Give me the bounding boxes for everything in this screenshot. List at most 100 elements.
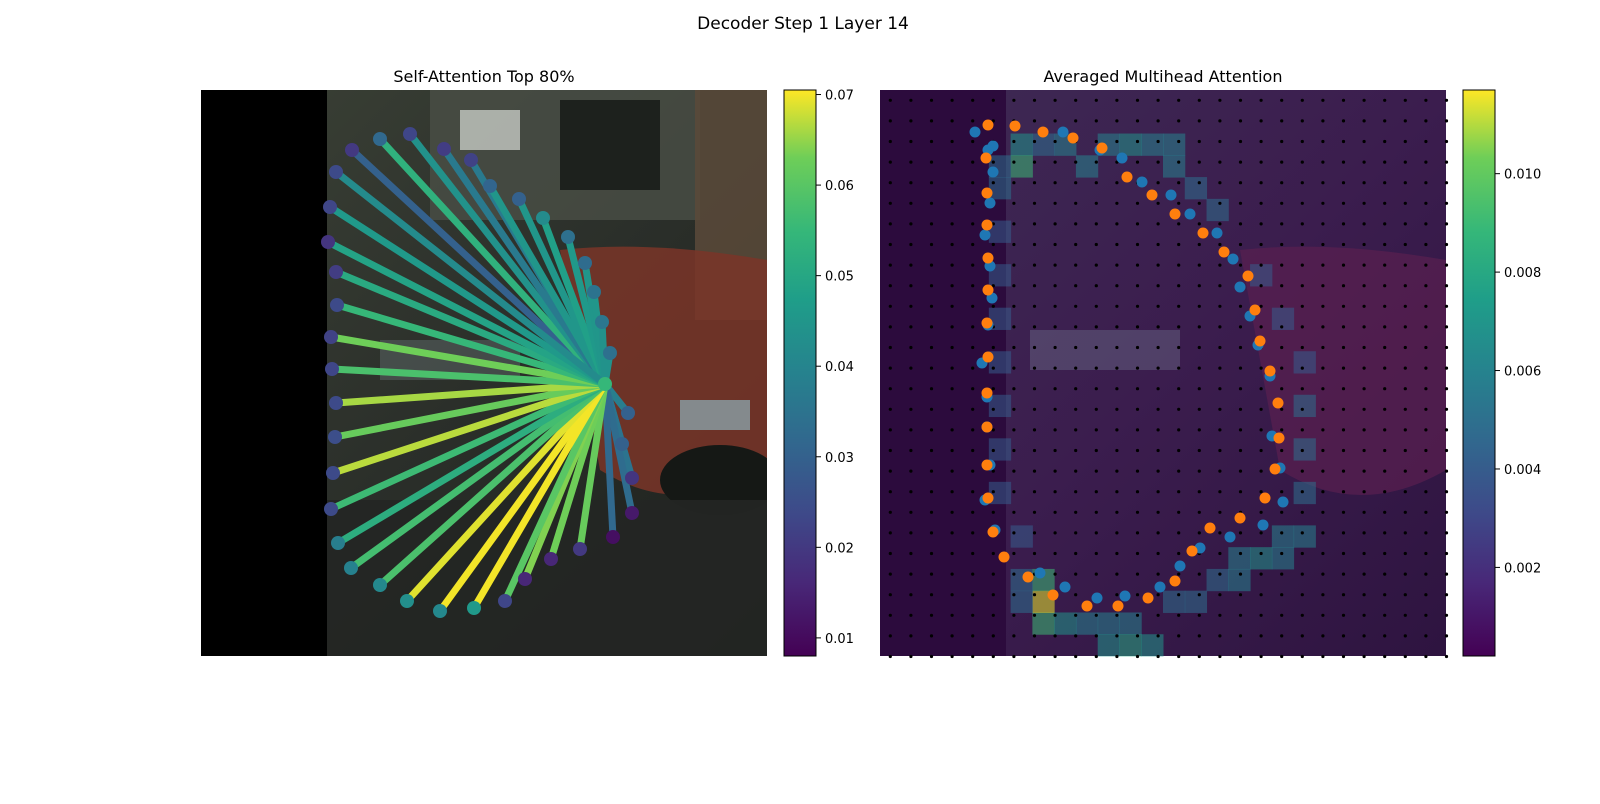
grid-dot [1012, 366, 1016, 370]
attention-point [329, 165, 343, 179]
colorbar-multihead-ticks: 0.002 0.004 0.006 0.008 0.010 [1495, 168, 1541, 576]
attention-point [330, 298, 344, 312]
grid-dot [1197, 428, 1201, 432]
grid-dot [909, 510, 913, 514]
grid-dot [1362, 139, 1366, 144]
grid-dot [950, 654, 954, 659]
grid-dot [1341, 510, 1346, 514]
heatmap-cell [988, 481, 1012, 505]
grid-dot [929, 448, 934, 453]
attention-point [373, 578, 387, 592]
grid-dot [1403, 325, 1407, 329]
grid-dot [1341, 119, 1346, 123]
grid-dot [1341, 201, 1346, 205]
grid-dot [909, 428, 913, 432]
blue-point [987, 166, 999, 178]
grid-dot [1156, 325, 1160, 329]
grid-dot [1156, 613, 1160, 617]
grid-dot [1218, 345, 1222, 350]
grid-dot [1383, 139, 1387, 144]
grid-dot [1218, 263, 1222, 267]
grid-dot [1074, 366, 1078, 370]
grid-dot [1115, 490, 1119, 494]
grid-dot [1032, 366, 1037, 370]
grid-dot [971, 654, 975, 659]
grid-dot [1259, 139, 1263, 144]
grid-dot [1238, 345, 1243, 350]
grid-dot [929, 366, 934, 370]
grid-dot [1074, 407, 1078, 411]
panel-title-self-attention: Self-Attention Top 80% [393, 67, 574, 86]
grid-dot [1197, 222, 1201, 226]
grid-dot [1177, 593, 1181, 597]
grid-dot [1053, 366, 1057, 370]
grid-dot [1197, 407, 1201, 411]
grid-dot [909, 201, 913, 205]
orange-point [981, 219, 993, 231]
grid-dot [1444, 366, 1449, 370]
grid-dot [1156, 366, 1160, 370]
grid-dot [1012, 469, 1016, 473]
grid-dot [909, 366, 913, 370]
grid-dot [1424, 551, 1428, 556]
grid-dot [1444, 387, 1449, 391]
figure-suptitle: Decoder Step 1 Layer 14 [697, 14, 909, 34]
grid-dot [1074, 263, 1078, 267]
orange-point [1254, 335, 1266, 347]
grid-dot [1156, 222, 1160, 226]
grid-dot [1197, 325, 1201, 329]
grid-dot [1053, 263, 1057, 267]
grid-dot [929, 222, 934, 226]
grid-dot [888, 634, 892, 638]
grid-dot [1238, 181, 1243, 185]
grid-dot [1259, 448, 1263, 453]
grid-dot [1197, 263, 1201, 267]
grid-dot [1259, 201, 1263, 205]
grid-dot [1321, 201, 1325, 205]
grid-dot [1362, 263, 1366, 267]
grid-dot [1012, 634, 1016, 638]
grid-dot [1321, 139, 1325, 144]
grid-dot [971, 139, 975, 144]
grid-dot [1074, 304, 1078, 308]
grid-dot [909, 242, 913, 247]
blue-point [1234, 281, 1246, 293]
grid-dot [1197, 469, 1201, 473]
grid-dot [971, 222, 975, 226]
orange-point [1096, 142, 1108, 154]
grid-dot [1238, 613, 1243, 617]
grid-dot [1218, 160, 1222, 164]
grid-dot [1341, 139, 1346, 144]
grid-dot [1341, 345, 1346, 350]
heatmap-cell [1293, 351, 1316, 374]
grid-dot [1053, 469, 1057, 473]
grid-dot [1280, 531, 1284, 535]
orange-point [982, 119, 994, 131]
orange-point [1121, 171, 1133, 183]
grid-dot [1362, 510, 1366, 514]
grid-dot [1259, 490, 1263, 494]
grid-dot [1074, 201, 1078, 205]
grid-dot [950, 551, 954, 556]
grid-dot [1177, 181, 1181, 185]
grid-dot [971, 407, 975, 411]
grid-dot [1424, 98, 1428, 102]
grid-dot [1094, 407, 1098, 411]
grid-dot [909, 407, 913, 411]
blue-point [1211, 227, 1223, 239]
attention-point [518, 572, 532, 586]
grid-dot [1444, 572, 1449, 576]
grid-dot [1403, 428, 1407, 432]
grid-dot [1362, 284, 1366, 288]
grid-dot [1135, 98, 1140, 102]
grid-dot [1197, 181, 1201, 185]
attention-point [328, 430, 342, 444]
attention-point [324, 502, 338, 516]
grid-dot [1383, 201, 1387, 205]
grid-dot [1094, 345, 1098, 350]
grid-dot [950, 222, 954, 226]
blue-point [969, 126, 981, 138]
grid-dot [1115, 531, 1119, 535]
grid-dot [1259, 263, 1263, 267]
grid-dot [1218, 593, 1222, 597]
